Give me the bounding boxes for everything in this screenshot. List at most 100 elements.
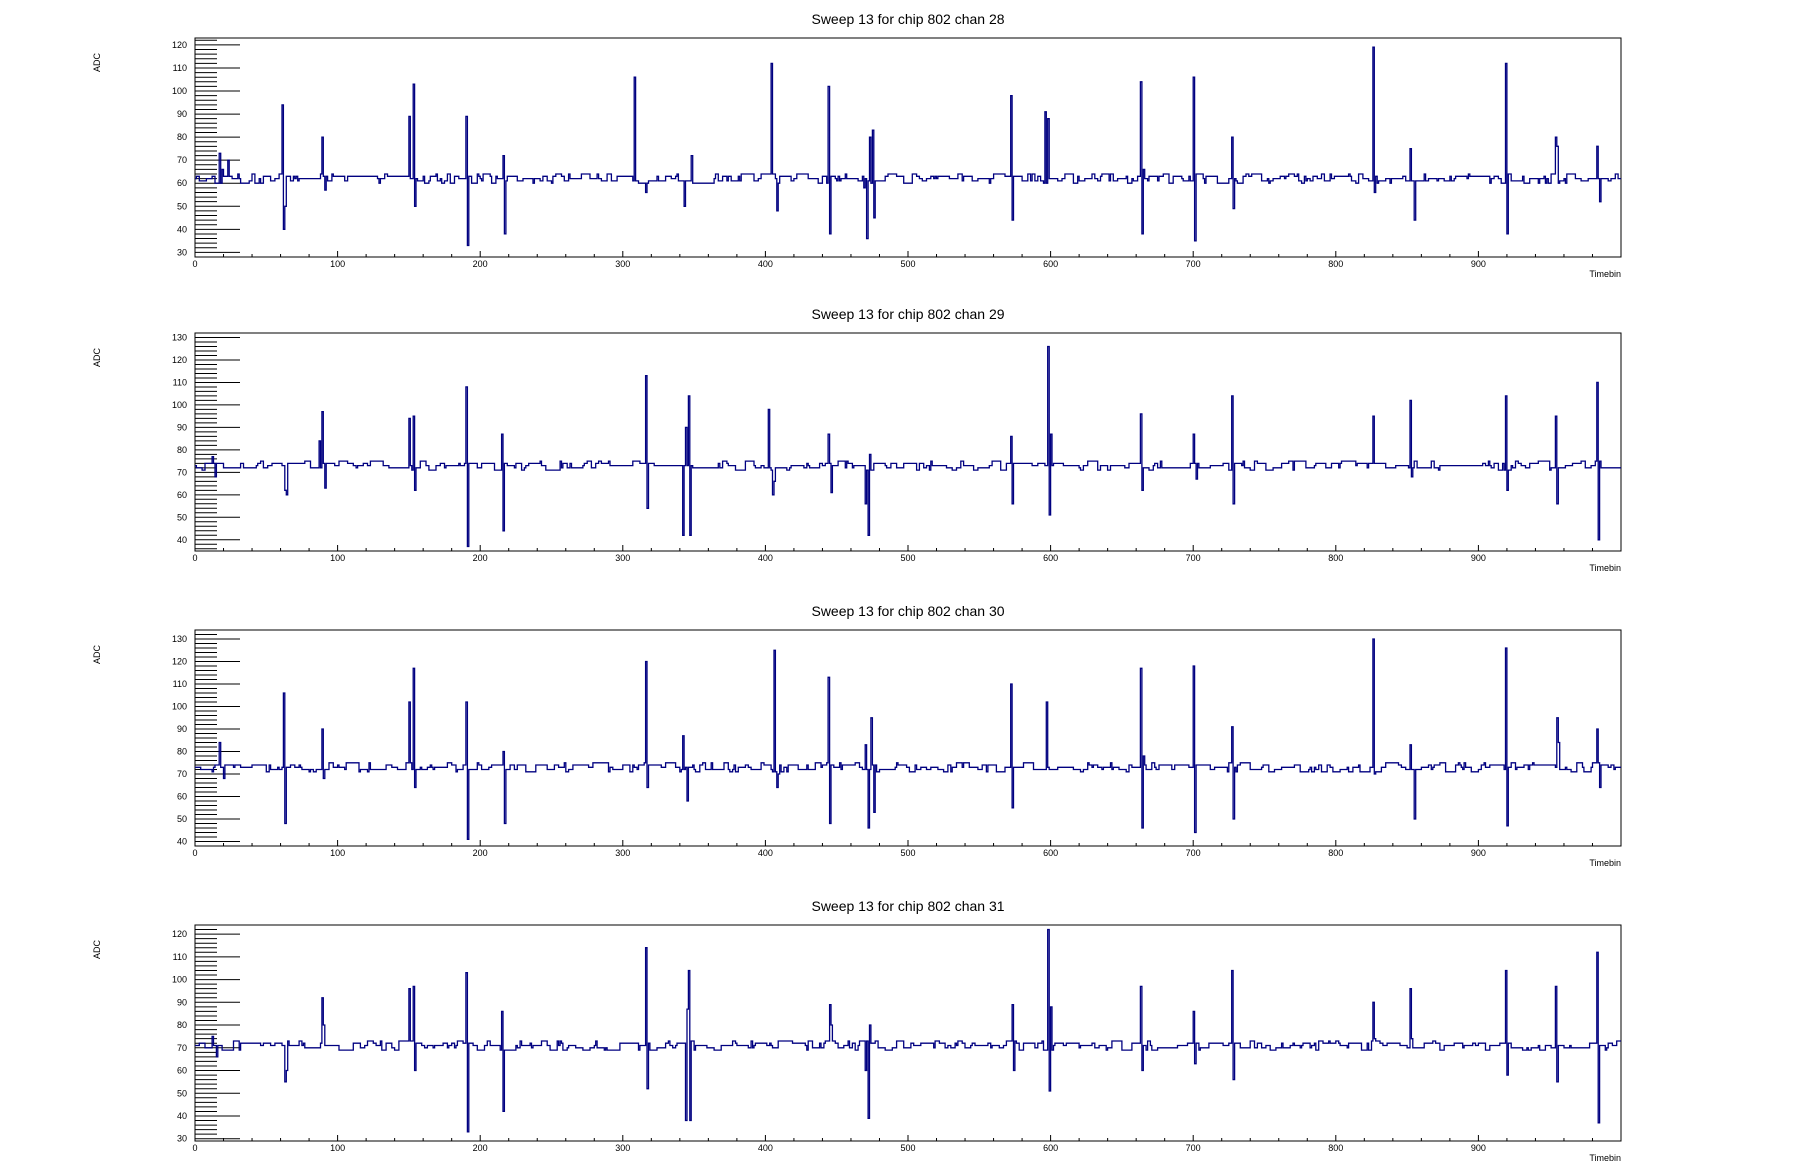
x-axis-label: Timebin: [1589, 563, 1621, 573]
y-tick-label: 80: [177, 747, 187, 757]
x-tick-label: 0: [192, 848, 197, 858]
y-tick-label: 110: [173, 377, 187, 387]
y-tick-label: 40: [177, 1111, 187, 1121]
x-tick-label: 500: [900, 553, 915, 563]
x-tick-label: 800: [1328, 1143, 1343, 1153]
panel-chan-31: Sweep 13 for chip 802 chan 31 ADC Timebin 3…: [92, 898, 1622, 1163]
x-tick-label: 100: [330, 1143, 345, 1153]
x-tick-label: 600: [1043, 259, 1058, 269]
y-tick-label: 120: [172, 929, 187, 939]
y-axis-label: ADC: [92, 645, 102, 665]
x-tick-label: 600: [1043, 848, 1058, 858]
chart-title: Sweep 13 for chip 802 chan 29: [811, 306, 1004, 322]
y-tick-label: 60: [177, 792, 187, 802]
x-tick-label: 0: [192, 553, 197, 563]
chart-title: Sweep 13 for chip 802 chan 31: [811, 898, 1004, 914]
y-tick-label: 100: [172, 86, 187, 96]
x-tick-label: 400: [758, 1143, 773, 1153]
x-tick-label: 500: [900, 848, 915, 858]
x-tick-label: 900: [1471, 553, 1486, 563]
y-tick-label: 50: [177, 201, 187, 211]
y-tick-label: 70: [177, 467, 187, 477]
y-tick-label: 110: [173, 679, 187, 689]
x-tick-label: 300: [615, 1143, 630, 1153]
y-tick-label: 120: [172, 355, 187, 365]
y-tick-label: 80: [177, 1020, 187, 1030]
y-axis-label: ADC: [92, 348, 102, 368]
x-tick-label: 300: [615, 553, 630, 563]
y-tick-label: 110: [173, 952, 187, 962]
y-tick-label: 40: [177, 224, 187, 234]
x-axis-label: Timebin: [1589, 269, 1621, 279]
x-tick-label: 900: [1471, 1143, 1486, 1153]
y-tick-label: 100: [172, 702, 187, 712]
y-tick-label: 50: [177, 512, 187, 522]
x-tick-label: 200: [473, 553, 488, 563]
x-tick-label: 300: [615, 848, 630, 858]
x-axis-label: Timebin: [1589, 1153, 1621, 1163]
y-tick-label: 60: [177, 1066, 187, 1076]
y-tick-label: 50: [177, 1088, 187, 1098]
x-tick-label: 500: [900, 259, 915, 269]
panel-chan-30: Sweep 13 for chip 802 chan 30 ADC Timebin 4…: [92, 603, 1622, 868]
y-tick-label: 90: [177, 109, 187, 119]
y-tick-label: 70: [177, 769, 187, 779]
y-tick-label: 40: [177, 535, 187, 545]
x-tick-label: 100: [330, 553, 345, 563]
x-tick-label: 300: [615, 259, 630, 269]
y-tick-label: 40: [177, 837, 187, 847]
y-tick-label: 50: [177, 814, 187, 824]
y-axis-label: ADC: [92, 53, 102, 73]
y-tick-label: 70: [177, 155, 187, 165]
panel-chan-28: Sweep 13 for chip 802 chan 28 ADC Timebin 3…: [92, 11, 1622, 279]
chart-title: Sweep 13 for chip 802 chan 30: [811, 603, 1004, 619]
chart-title: Sweep 13 for chip 802 chan 28: [811, 11, 1004, 27]
y-tick-label: 90: [177, 422, 187, 432]
y-tick-label: 130: [172, 634, 187, 644]
y-tick-label: 60: [177, 178, 187, 188]
series-line: [195, 638, 1621, 840]
x-tick-label: 400: [758, 553, 773, 563]
x-tick-label: 400: [758, 259, 773, 269]
y-tick-label: 130: [172, 332, 187, 342]
x-tick-label: 600: [1043, 1143, 1058, 1153]
x-tick-label: 0: [192, 259, 197, 269]
x-tick-label: 700: [1186, 553, 1201, 563]
x-tick-label: 100: [330, 848, 345, 858]
y-tick-label: 120: [172, 40, 187, 50]
y-tick-label: 30: [177, 247, 187, 257]
y-tick-label: 100: [172, 400, 187, 410]
x-tick-label: 800: [1328, 259, 1343, 269]
x-tick-label: 700: [1186, 848, 1201, 858]
y-tick-label: 80: [177, 132, 187, 142]
x-tick-label: 800: [1328, 848, 1343, 858]
x-tick-label: 200: [473, 848, 488, 858]
x-tick-label: 500: [900, 1143, 915, 1153]
x-tick-label: 800: [1328, 553, 1343, 563]
y-tick-label: 30: [177, 1134, 187, 1144]
x-tick-label: 900: [1471, 259, 1486, 269]
x-tick-label: 600: [1043, 553, 1058, 563]
panel-chan-29: Sweep 13 for chip 802 chan 29 ADC Timebin 4…: [92, 306, 1622, 573]
x-tick-label: 200: [473, 259, 488, 269]
x-axis-label: Timebin: [1589, 858, 1621, 868]
y-tick-label: 90: [177, 724, 187, 734]
x-tick-label: 400: [758, 848, 773, 858]
y-axis-label: ADC: [92, 940, 102, 960]
x-tick-label: 100: [330, 259, 345, 269]
x-tick-label: 900: [1471, 848, 1486, 858]
series-line: [195, 928, 1621, 1133]
y-tick-label: 80: [177, 445, 187, 455]
y-tick-label: 60: [177, 490, 187, 500]
y-tick-label: 70: [177, 1043, 187, 1053]
x-tick-label: 200: [473, 1143, 488, 1153]
x-tick-label: 0: [192, 1143, 197, 1153]
y-tick-label: 120: [172, 657, 187, 667]
series-line: [195, 345, 1621, 548]
y-tick-label: 100: [172, 975, 187, 985]
x-tick-label: 700: [1186, 259, 1201, 269]
y-tick-label: 110: [173, 63, 187, 73]
series-line: [195, 46, 1621, 247]
y-tick-label: 90: [177, 997, 187, 1007]
